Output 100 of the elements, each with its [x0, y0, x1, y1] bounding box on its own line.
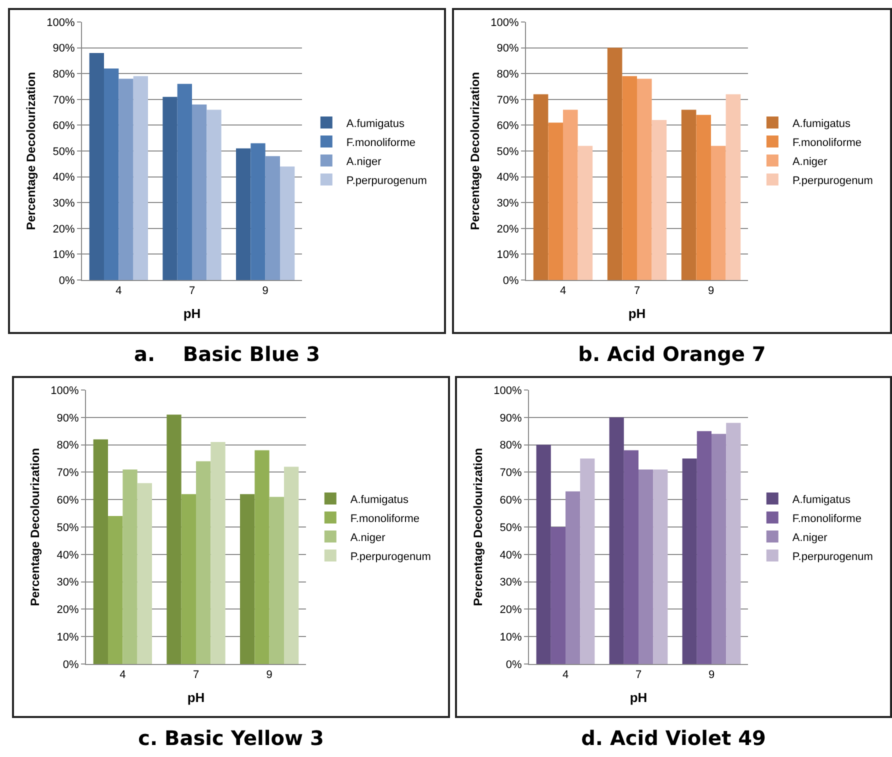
bar — [624, 450, 638, 664]
x-tick-label: 7 — [192, 669, 200, 682]
bar — [269, 496, 284, 664]
bar — [652, 120, 667, 280]
x-tick-label: 7 — [635, 669, 642, 682]
y-tick-label: 100% — [50, 384, 80, 397]
legend-label: P.perpurogenum — [792, 550, 873, 563]
y-tick-label: 30% — [56, 576, 80, 589]
bar — [133, 76, 148, 280]
bar — [265, 156, 280, 280]
y-tick-label: 80% — [496, 68, 520, 80]
y-tick-label: 30% — [500, 576, 522, 589]
y-tick-label: 90% — [496, 42, 520, 55]
bar — [550, 527, 566, 664]
y-axis-title: Percentage Decolourization — [468, 72, 482, 230]
bar — [566, 491, 580, 664]
text: a. Basic Blue 3 — [132, 342, 322, 366]
bar — [548, 122, 563, 280]
bar — [177, 84, 192, 280]
y-tick-label: 90% — [52, 42, 76, 55]
x-tick-label: 4 — [116, 285, 122, 298]
bar — [166, 414, 182, 664]
bar — [536, 444, 551, 664]
y-tick-label: 80% — [52, 68, 76, 80]
bar — [638, 469, 654, 664]
x-axis-title: pH — [628, 306, 646, 321]
bar — [637, 78, 652, 280]
bar — [682, 458, 697, 664]
legend-label: A.niger — [792, 532, 828, 544]
bar — [250, 143, 266, 280]
x-tick-label: 7 — [634, 285, 640, 298]
bar — [118, 78, 134, 280]
y-axis-title: Percentage Decolourization — [470, 448, 485, 606]
bar — [93, 439, 108, 664]
legend-label: P.perpurogenum — [792, 174, 873, 187]
bar — [653, 469, 668, 664]
x-tick-label: 9 — [708, 669, 715, 682]
bar — [89, 52, 104, 280]
y-tick-label: 50% — [56, 522, 80, 534]
x-tick-label: 9 — [266, 669, 272, 682]
bar — [280, 166, 295, 280]
y-axis-title: Percentage Decolourization — [28, 448, 42, 606]
y-tick-label: 30% — [496, 197, 520, 210]
bar — [206, 110, 222, 280]
y-tick-label: 20% — [56, 604, 80, 616]
y-tick-label: 50% — [500, 522, 522, 534]
bar — [607, 48, 622, 280]
bar — [563, 110, 578, 280]
y-tick-label: 80% — [500, 440, 522, 452]
bar — [284, 466, 299, 664]
bar — [108, 516, 123, 664]
x-axis-title: pH — [630, 690, 648, 705]
y-tick-label: 10% — [56, 631, 80, 644]
bar — [726, 94, 741, 280]
y-tick-label: 70% — [500, 467, 522, 480]
bar — [122, 469, 138, 664]
legend-label: F.monoliforme — [346, 136, 416, 149]
y-tick-label: 10% — [500, 631, 522, 644]
y-tick-label: 60% — [52, 120, 76, 132]
y-tick-label: 10% — [496, 249, 520, 262]
legend-label: F.monoliforme — [792, 136, 862, 149]
text: d. Acid Violet 49 — [580, 726, 767, 750]
bar — [609, 417, 624, 664]
bar — [726, 422, 741, 664]
legend-label: A.niger — [792, 156, 828, 168]
y-tick-label: 0% — [502, 274, 520, 287]
bar — [622, 76, 637, 280]
text: c. Basic Yellow 3 — [137, 726, 325, 750]
y-tick-label: 40% — [52, 172, 76, 184]
legend-label: A.niger — [346, 156, 382, 168]
legend-label: F.monoliforme — [792, 512, 862, 525]
y-tick-label: 40% — [496, 172, 520, 184]
y-tick-label: 60% — [500, 494, 522, 506]
bar — [162, 96, 178, 280]
legend-label: A.niger — [350, 532, 386, 544]
y-tick-label: 0% — [58, 274, 76, 287]
bar — [254, 450, 270, 664]
y-tick-label: 0% — [62, 658, 80, 671]
x-tick-label: 7 — [188, 285, 196, 298]
bar — [681, 110, 696, 280]
y-tick-label: 40% — [56, 549, 80, 562]
legend-label: P.perpurogenum — [346, 174, 427, 187]
x-tick-label: 9 — [262, 285, 268, 298]
bar — [181, 494, 196, 664]
bar — [712, 434, 726, 664]
y-tick-label: 20% — [500, 604, 522, 616]
x-axis-title: pH — [187, 690, 205, 705]
bar — [696, 114, 711, 280]
y-tick-label: 20% — [52, 223, 76, 236]
text: b. Acid Orange 7 — [577, 342, 767, 366]
y-tick-label: 70% — [52, 94, 76, 106]
y-tick-label: 80% — [56, 440, 80, 452]
bar — [696, 431, 712, 664]
y-tick-label: 100% — [46, 16, 76, 29]
legend-label: A.fumigatus — [346, 118, 405, 130]
y-tick-label: 50% — [496, 146, 520, 158]
x-tick-label: 4 — [562, 669, 569, 682]
bar — [104, 68, 119, 280]
bar — [711, 146, 726, 280]
legend-label: A.fumigatus — [792, 118, 852, 130]
